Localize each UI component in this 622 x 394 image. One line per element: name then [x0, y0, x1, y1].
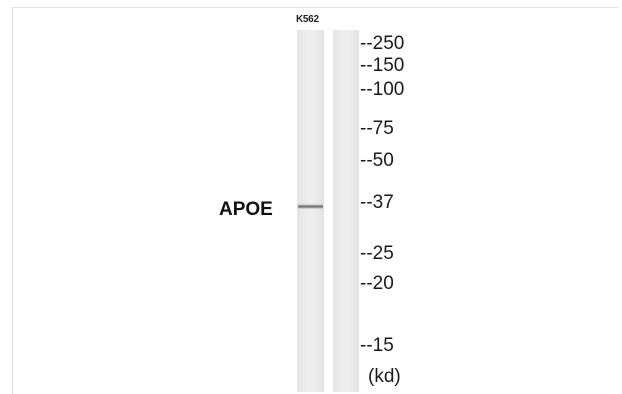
marker-15: --15 [360, 335, 394, 356]
marker-50: --50 [360, 150, 394, 171]
marker-75: --75 [360, 118, 394, 139]
marker-250: --250 [360, 33, 405, 54]
sample-lane [297, 30, 324, 392]
marker-25: --25 [360, 243, 394, 264]
sample-label: K562 [296, 14, 319, 25]
blot-frame [12, 7, 618, 394]
marker-20: --20 [360, 273, 394, 294]
marker-lane [333, 30, 359, 392]
protein-band [298, 204, 323, 209]
marker-100: --100 [360, 79, 405, 100]
marker-150: --150 [360, 55, 405, 76]
protein-label: APOE [219, 199, 273, 220]
unit-label: (kd) [368, 366, 401, 387]
marker-37: --37 [360, 192, 394, 213]
